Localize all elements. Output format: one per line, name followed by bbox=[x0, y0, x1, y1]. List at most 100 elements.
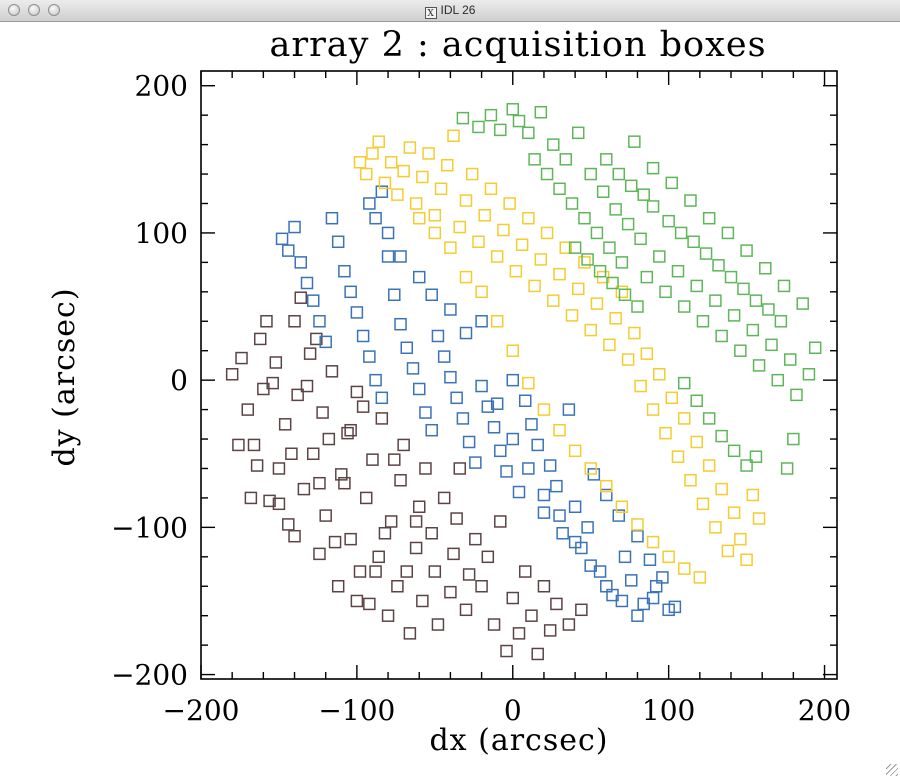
plot-frame bbox=[200, 70, 838, 680]
marker-series-2 bbox=[490, 397, 504, 410]
marker-series-2 bbox=[600, 580, 613, 593]
axis-tick-labels: −200 −100 0 100 200 −200 −100 0 100 200 bbox=[111, 70, 851, 727]
marker-series-4 bbox=[472, 120, 485, 134]
y-tick-label: −100 bbox=[111, 511, 188, 544]
marker-series-3 bbox=[721, 544, 735, 558]
marker-series-3 bbox=[702, 459, 716, 472]
marker-series-3 bbox=[515, 238, 529, 251]
marker-series-1 bbox=[388, 453, 401, 466]
marker-series-2 bbox=[369, 373, 382, 387]
marker-series-4 bbox=[581, 253, 594, 266]
marker-series-2 bbox=[325, 211, 339, 225]
marker-series-4 bbox=[547, 138, 560, 151]
marker-series-4 bbox=[593, 264, 607, 278]
marker-series-3 bbox=[621, 353, 635, 366]
marker-series-2 bbox=[437, 350, 451, 363]
marker-series-1 bbox=[244, 491, 258, 505]
marker-series-3 bbox=[665, 391, 679, 405]
marker-series-3 bbox=[584, 323, 597, 337]
marker-series-1 bbox=[331, 580, 345, 593]
marker-series-3 bbox=[403, 141, 417, 154]
marker-series-3 bbox=[553, 267, 566, 281]
x-tick-label: 200 bbox=[798, 694, 851, 727]
marker-series-3 bbox=[740, 553, 753, 567]
marker-series-3 bbox=[465, 167, 479, 181]
marker-series-4 bbox=[790, 388, 803, 402]
resize-grip[interactable] bbox=[886, 764, 898, 776]
marker-series-1 bbox=[306, 447, 320, 461]
zoom-window-button[interactable] bbox=[48, 4, 60, 16]
marker-series-3 bbox=[584, 462, 597, 475]
marker-series-1 bbox=[232, 438, 245, 452]
marker-series-1 bbox=[260, 315, 273, 328]
marker-series-1 bbox=[375, 412, 389, 425]
marker-series-1 bbox=[384, 515, 398, 528]
marker-series-2 bbox=[568, 535, 582, 549]
marker-series-3 bbox=[409, 197, 423, 210]
marker-series-3 bbox=[506, 344, 520, 357]
marker-series-1 bbox=[531, 647, 544, 661]
marker-series-4 bbox=[606, 276, 619, 290]
minimize-window-button[interactable] bbox=[28, 4, 40, 16]
marker-series-2 bbox=[388, 288, 401, 302]
marker-series-4 bbox=[484, 108, 498, 122]
marker-series-2 bbox=[618, 550, 632, 564]
marker-series-3 bbox=[475, 285, 488, 299]
marker-series-3 bbox=[472, 235, 485, 249]
marker-series-4 bbox=[528, 153, 541, 166]
marker-series-1 bbox=[288, 315, 301, 328]
marker-series-4 bbox=[690, 279, 703, 293]
marker-series-4 bbox=[696, 315, 710, 328]
marker-series-2 bbox=[646, 591, 660, 605]
marker-series-4 bbox=[740, 244, 753, 257]
marker-series-1 bbox=[313, 547, 326, 561]
marker-series-4 bbox=[709, 294, 722, 307]
marker-series-4 bbox=[721, 226, 735, 240]
marker-series-4 bbox=[568, 241, 582, 254]
marker-series-3 bbox=[434, 182, 448, 196]
marker-series-3 bbox=[478, 209, 491, 222]
marker-series-1 bbox=[322, 432, 336, 446]
marker-series-2 bbox=[612, 509, 626, 522]
marker-series-1 bbox=[291, 388, 304, 402]
marker-series-3 bbox=[662, 550, 675, 564]
marker-series-2 bbox=[406, 362, 420, 375]
marker-series-2 bbox=[475, 379, 488, 393]
marker-series-2 bbox=[512, 485, 526, 499]
window-titlebar[interactable]: X IDL 26 bbox=[0, 0, 900, 22]
marker-series-4 bbox=[600, 153, 613, 166]
marker-series-1 bbox=[282, 518, 295, 531]
marker-series-2 bbox=[338, 264, 351, 278]
marker-series-4 bbox=[762, 303, 775, 316]
marker-series-4 bbox=[646, 161, 660, 175]
marker-series-4 bbox=[540, 167, 554, 181]
marker-series-3 bbox=[609, 312, 622, 325]
marker-series-1 bbox=[412, 500, 426, 514]
marker-series-4 bbox=[746, 323, 760, 337]
marker-series-1 bbox=[372, 550, 385, 564]
marker-series-1 bbox=[335, 468, 348, 481]
marker-series-1 bbox=[437, 491, 451, 505]
marker-series-4 bbox=[749, 450, 763, 463]
marker-series-4 bbox=[715, 329, 728, 343]
marker-series-2 bbox=[282, 244, 295, 257]
x-tick-label: 100 bbox=[642, 694, 695, 727]
marker-series-4 bbox=[494, 123, 507, 137]
marker-series-4 bbox=[702, 412, 716, 425]
y-tick-label: 100 bbox=[135, 217, 188, 250]
marker-series-3 bbox=[600, 479, 613, 493]
marker-series-4 bbox=[677, 300, 691, 313]
marker-series-2 bbox=[631, 609, 644, 622]
marker-series-4 bbox=[699, 247, 713, 260]
marker-series-4 bbox=[637, 188, 650, 201]
marker-series-1 bbox=[500, 644, 513, 658]
marker-series-1 bbox=[462, 568, 476, 581]
marker-series-4 bbox=[578, 211, 591, 225]
marker-series-2 bbox=[584, 559, 597, 572]
marker-series-2 bbox=[668, 600, 682, 614]
marker-series-1 bbox=[319, 509, 332, 522]
close-window-button[interactable] bbox=[8, 4, 20, 16]
marker-series-3 bbox=[634, 379, 647, 393]
marker-series-4 bbox=[712, 259, 725, 272]
marker-series-3 bbox=[653, 368, 666, 381]
